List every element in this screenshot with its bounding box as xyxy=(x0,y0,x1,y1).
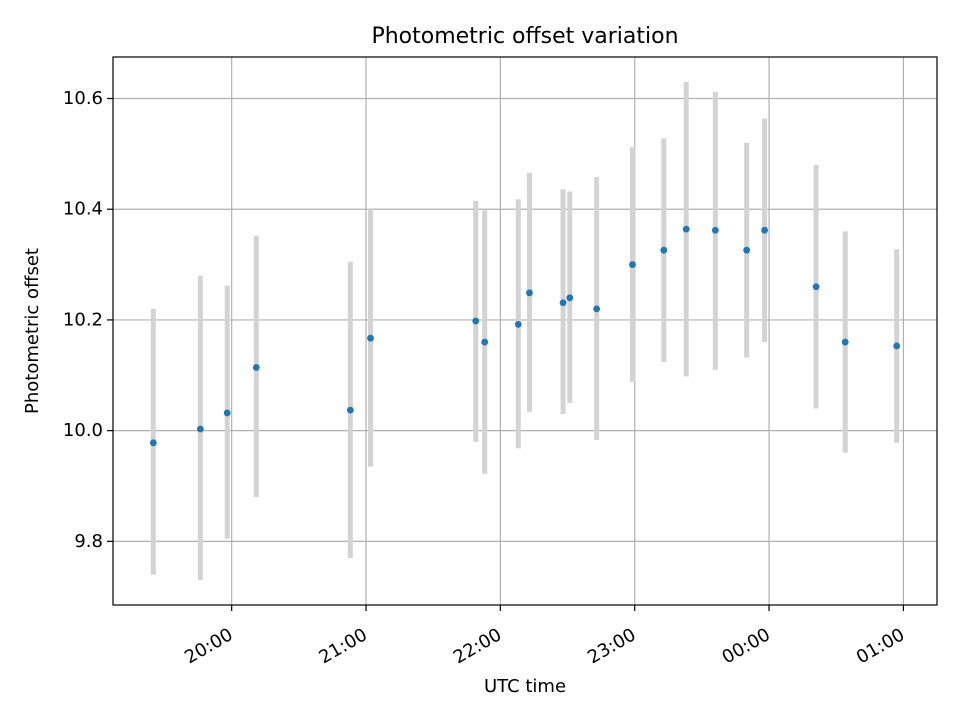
data-point xyxy=(526,289,533,297)
data-point xyxy=(566,294,574,302)
data-point xyxy=(196,425,204,433)
plot-frame xyxy=(112,56,938,606)
data-point xyxy=(149,439,157,447)
data-point xyxy=(629,261,636,268)
y-tick-label: 10.4 xyxy=(63,199,103,220)
y-tick-label: 10.6 xyxy=(63,88,103,109)
data-point xyxy=(472,317,480,325)
data-point xyxy=(660,246,668,254)
data-point xyxy=(743,246,751,254)
data-point xyxy=(893,342,901,350)
data-point xyxy=(593,305,601,313)
data-points xyxy=(149,225,901,447)
y-tick-label: 10.0 xyxy=(63,420,103,441)
data-point xyxy=(559,299,567,307)
data-point xyxy=(761,226,768,234)
data-point xyxy=(711,226,719,234)
data-point xyxy=(841,338,849,346)
y-tick-label: 9.8 xyxy=(74,531,103,552)
y-tick-label: 10.2 xyxy=(63,309,103,330)
data-point xyxy=(252,364,260,371)
data-point xyxy=(481,338,489,346)
data-point xyxy=(367,334,374,342)
data-point xyxy=(346,406,354,414)
y-axis-label: Photometric offset xyxy=(22,248,43,414)
data-point xyxy=(682,225,690,233)
data-point xyxy=(514,320,522,328)
data-point xyxy=(812,283,820,291)
plot-area xyxy=(113,57,937,605)
data-point xyxy=(223,409,231,417)
grid xyxy=(113,57,937,605)
chart-title: Photometric offset variation xyxy=(371,24,678,49)
x-axis-label: UTC time xyxy=(484,676,566,697)
